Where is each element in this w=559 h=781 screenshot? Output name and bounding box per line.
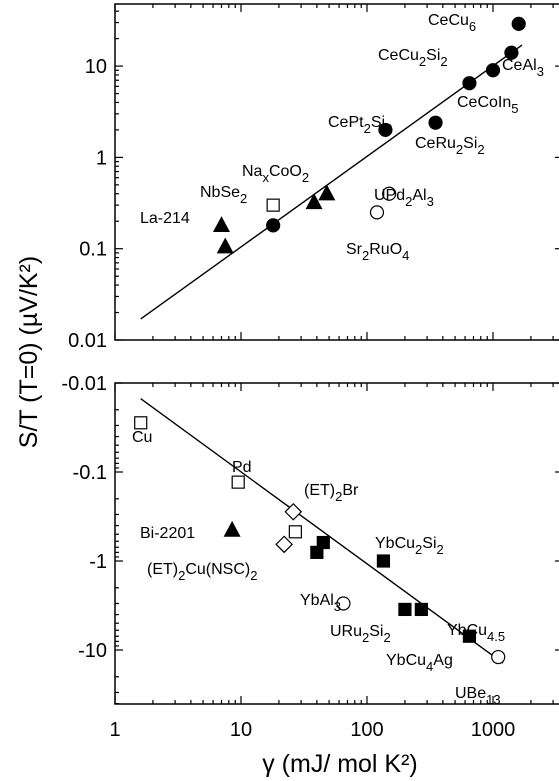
y-tick-label: -10	[78, 640, 107, 662]
point-label: (ET)2Br	[304, 482, 359, 504]
point-label: Sr2RuO4	[346, 241, 409, 263]
point-label: Cu	[132, 429, 152, 446]
data-point	[504, 45, 519, 60]
data-point	[266, 218, 281, 233]
point-label: CeRu2Si2	[415, 135, 485, 157]
y-tick-label: -1	[89, 551, 107, 573]
y-tick-label: -0.1	[73, 462, 107, 484]
x-tick-label: 10	[230, 719, 252, 741]
y-tick-label: -0.01	[61, 373, 107, 395]
data-point	[318, 184, 336, 201]
x-tick-label: 1000	[471, 719, 516, 741]
data-point	[485, 63, 501, 78]
data-point	[212, 216, 230, 232]
point-label: URu2Si2	[330, 623, 391, 645]
data-point	[316, 535, 330, 550]
data-point	[511, 16, 526, 31]
point-label: NbSe2	[200, 184, 247, 206]
point-label: Bi-2201	[140, 525, 195, 542]
data-point	[376, 554, 391, 568]
y-axis-title: S/T (T=0) (µV/K²)	[15, 256, 43, 448]
x-tick-label: 100	[350, 719, 383, 741]
x-tick-label: 1	[109, 719, 120, 741]
data-point	[266, 198, 280, 212]
point-label: UPd2Al3	[374, 187, 434, 209]
top-panel-ticks: 0.01 0.1 1 10	[68, 4, 559, 352]
y-tick-label: 10	[85, 56, 107, 78]
point-label: (ET)2Cu(NSC)2	[147, 561, 257, 583]
data-point	[288, 525, 302, 539]
data-point	[369, 205, 385, 220]
point-label: YbAl3	[300, 592, 341, 614]
data-point	[491, 649, 506, 665]
data-point	[284, 502, 303, 521]
data-point	[216, 237, 234, 254]
y-tick-label: 1	[96, 147, 107, 169]
data-point	[275, 535, 293, 554]
point-label: YbCu4.5	[447, 622, 505, 644]
bottom-panel-ticks: 1 10 100 1000 -0.01 -0.1 -1 -10	[61, 373, 559, 741]
data-point	[336, 596, 351, 611]
data-point	[398, 602, 412, 617]
point-label: CeCu2Si2	[378, 47, 448, 69]
point-label: Pd	[232, 459, 252, 476]
fit-line-top	[140, 44, 523, 320]
point-label: UBe13	[455, 685, 501, 707]
data-point	[305, 193, 323, 210]
point-labels: CeCu6 CeCu2Si2 CeAl3 CeCoIn5 CePt2Si2 CeRu2Si…	[132, 12, 544, 707]
point-label: CePt2Si2	[328, 114, 392, 136]
data-point	[134, 416, 148, 430]
x-axis-title: γ (mJ/ mol K²)	[262, 750, 418, 778]
data-point	[428, 115, 443, 130]
data-point	[223, 520, 241, 537]
data-point	[231, 475, 245, 489]
point-label: NaxCoO2	[242, 163, 309, 185]
y-tick-label: 0.1	[79, 239, 107, 261]
data-point	[378, 122, 393, 138]
data-point	[414, 602, 428, 617]
fit-line-bottom	[140, 398, 504, 664]
data-points	[134, 16, 526, 665]
point-label: CeCu6	[428, 12, 476, 34]
fit-lines	[140, 44, 523, 664]
data-point	[462, 629, 477, 643]
point-label: YbCu2Si2	[375, 535, 444, 557]
point-label: La-214	[140, 210, 190, 227]
y-tick-label: 0.01	[68, 330, 107, 352]
point-label: YbCu4Ag	[386, 652, 453, 674]
data-point	[462, 76, 477, 91]
point-label: CeCoIn5	[457, 94, 518, 116]
point-label: CeAl3	[502, 57, 544, 79]
data-point	[382, 186, 397, 201]
